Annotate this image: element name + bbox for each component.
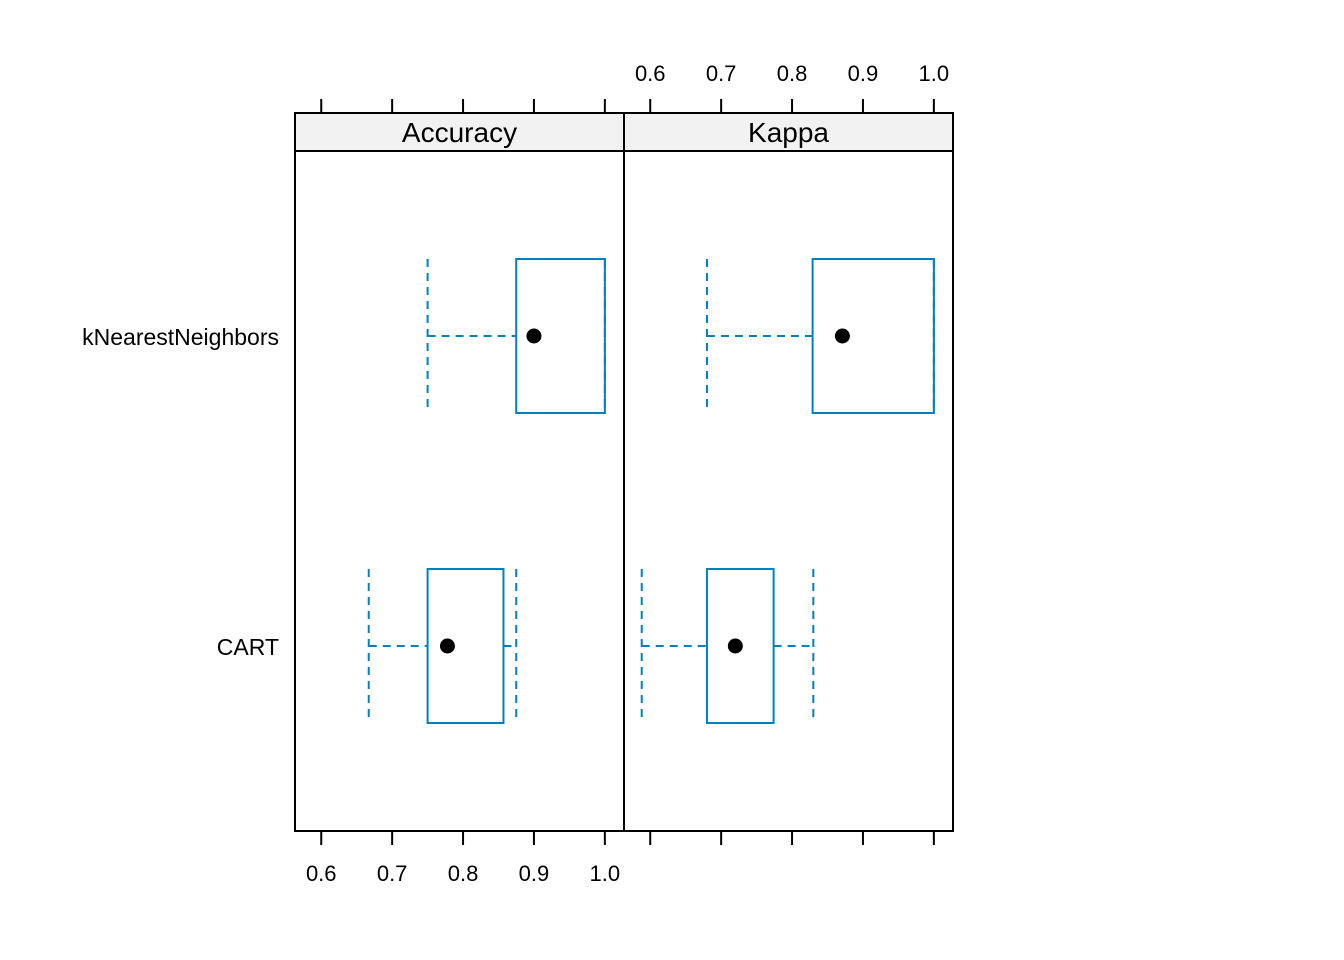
median-point	[727, 638, 743, 654]
tick-label-kappa: 0.9	[848, 61, 879, 86]
box-iqr	[811, 258, 935, 414]
strip-label-kappa: Kappa	[748, 117, 829, 148]
box-kappa-knearestneighbors	[705, 258, 935, 414]
box-accuracy-knearestneighbors	[426, 258, 606, 414]
panel-frames	[294, 150, 954, 832]
box-iqr	[515, 258, 606, 414]
box-kappa-cart	[640, 568, 815, 724]
strip-accuracy	[294, 112, 625, 152]
tick-label-accuracy: 0.8	[448, 861, 479, 886]
tick-label-accuracy: 0.9	[519, 861, 550, 886]
category-label: CART	[217, 634, 279, 660]
tick-label-kappa: 0.7	[706, 61, 737, 86]
strip-label-accuracy: Accuracy	[402, 117, 517, 148]
tick-label-kappa: 0.8	[777, 61, 808, 86]
box-marks	[367, 258, 935, 724]
tick-label-kappa: 1.0	[919, 61, 950, 86]
median-point	[526, 328, 542, 344]
category-labels: kNearestNeighbors CART	[82, 324, 279, 660]
panel-frame-kappa	[623, 150, 954, 832]
strip-kappa	[623, 112, 954, 152]
panel-frame-accuracy	[294, 150, 625, 832]
box-iqr	[426, 568, 505, 724]
tick-label-kappa: 0.6	[635, 61, 666, 86]
box-iqr	[705, 568, 775, 724]
median-point	[834, 328, 850, 344]
tick-label-accuracy: 1.0	[590, 861, 621, 886]
tick-label-accuracy: 0.6	[306, 861, 337, 886]
box-accuracy-cart	[367, 568, 518, 724]
axes: 0.6 0.7 0.8 0.9 1.0 0.6 0.7 0.8 0.9 1.0	[306, 61, 949, 886]
category-label: kNearestNeighbors	[82, 324, 279, 350]
panel-strips: Accuracy Kappa	[294, 112, 954, 152]
median-point	[439, 638, 455, 654]
tick-label-accuracy: 0.7	[377, 861, 408, 886]
